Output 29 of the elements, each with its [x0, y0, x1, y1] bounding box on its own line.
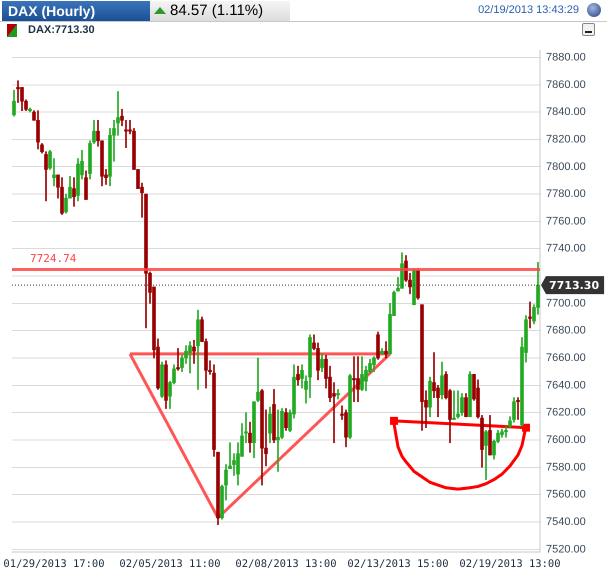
x-tick-label: 02/05/2013 11:00: [119, 558, 221, 570]
y-tick-label: 7840.00: [546, 106, 586, 118]
chart-title: DAX (Hourly): [2, 1, 152, 21]
y-tick-label: 7540.00: [546, 516, 586, 528]
y-tick-label: 7700.00: [546, 297, 586, 310]
ref-line-label: 7724.74: [30, 252, 77, 265]
y-tick-label: 7620.00: [546, 406, 586, 419]
x-tick-label: 02/19/2013 13:00: [459, 558, 561, 570]
x-tick-label: 02/08/2013 13:00: [235, 558, 337, 570]
y-tick-label: 7880.00: [546, 51, 586, 64]
text: DAX:7713.30: [28, 24, 95, 36]
y-tick-label: 7560.00: [546, 488, 586, 501]
y-tick-label: 7640.00: [546, 379, 586, 392]
y-tick-label: 7580.00: [546, 461, 586, 474]
chart-subtitle: 84.57 (1.11%): [170, 1, 264, 21]
text: 02/19/2013 13:43:29: [478, 4, 579, 16]
y-tick-label: 7740.00: [546, 242, 586, 255]
x-tick-label: 02/13/2013 15:00: [347, 558, 449, 570]
y-tick-label: 7860.00: [546, 78, 586, 91]
ref-line-label: 7713.30: [549, 279, 600, 292]
y-tick-label: 7760.00: [546, 215, 586, 228]
y-tick-label: 7600.00: [546, 434, 586, 446]
y-tick-label: 7680.00: [546, 324, 586, 337]
y-tick-label: 7780.00: [546, 188, 586, 200]
x-tick-label: 01/29/2013 17:00: [3, 558, 105, 570]
y-tick-label: 7800.00: [546, 160, 586, 173]
y-tick-label: 7660.00: [546, 352, 586, 364]
y-tick-label: 7520.00: [546, 543, 586, 556]
y-tick-label: 7820.00: [546, 133, 586, 146]
